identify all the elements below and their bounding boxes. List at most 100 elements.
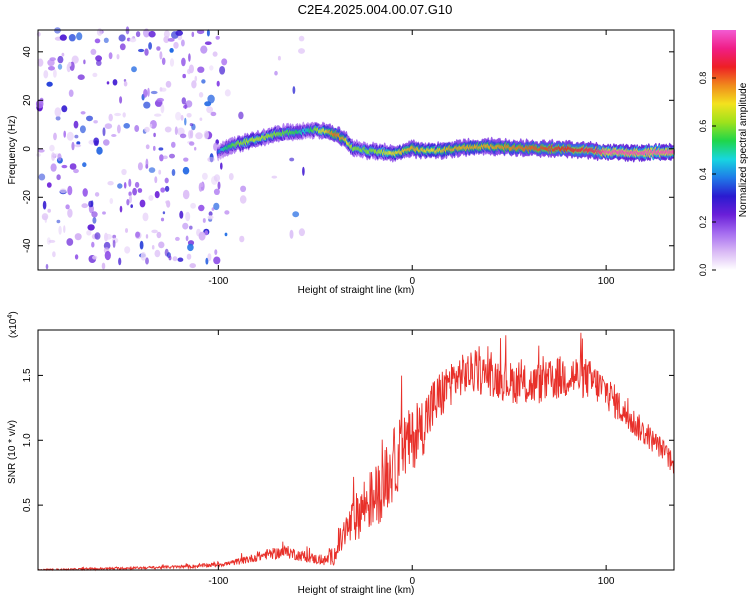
noise-blob	[212, 51, 218, 57]
noise-blob	[74, 144, 82, 148]
noise-blob	[197, 66, 205, 73]
noise-blob	[66, 131, 74, 141]
noise-blob	[77, 74, 85, 80]
noise-blob	[302, 166, 305, 176]
noise-blob	[143, 28, 150, 38]
noise-blob	[55, 116, 61, 121]
noise-blob	[298, 35, 305, 42]
noise-blob	[37, 149, 45, 153]
noise-blob	[153, 145, 156, 151]
noise-blob	[53, 132, 57, 141]
noise-blob	[216, 80, 220, 87]
colorbar-tick-label: 0.8	[698, 72, 708, 85]
noise-blob	[137, 162, 143, 171]
noise-blob	[202, 172, 208, 180]
noise-blob	[74, 134, 79, 139]
noise-blob	[139, 199, 146, 208]
noise-blob	[95, 55, 102, 62]
snr-multiplier: (x104)	[7, 311, 19, 338]
noise-blob	[103, 37, 109, 43]
noise-blob	[124, 246, 131, 254]
noise-blob	[206, 29, 210, 37]
noise-blob	[123, 182, 127, 189]
noise-blob	[96, 28, 103, 36]
noise-blob	[172, 256, 178, 262]
noise-blob	[201, 79, 206, 84]
noise-blob	[107, 181, 114, 186]
noise-blob	[68, 61, 72, 67]
noise-blob	[189, 141, 195, 146]
noise-blob	[202, 218, 206, 223]
noise-blob	[215, 35, 220, 40]
noise-blob	[88, 200, 93, 208]
noise-blob	[292, 86, 296, 95]
x-tick-label: 100	[598, 276, 615, 287]
noise-blob	[131, 66, 137, 73]
snr-y-ticks: 0.5 1.0 1.5	[22, 368, 674, 512]
x-tick-label: 100	[598, 576, 615, 587]
noise-blob	[191, 31, 195, 37]
spectrogram-x-ticks: -100 0 100	[208, 30, 615, 287]
spectrogram-y-ticks: -40 -20 0 20 40	[22, 46, 674, 253]
noise-blob	[185, 211, 191, 222]
noise-blob	[182, 166, 190, 175]
noise-blob	[224, 232, 228, 237]
noise-blob	[150, 90, 158, 95]
noise-blob	[210, 111, 217, 117]
noise-blob	[93, 120, 98, 124]
noise-blob	[240, 185, 247, 192]
figure-title: C2E4.2025.004.00.07.G10	[298, 2, 453, 17]
noise-blob	[213, 202, 220, 211]
noise-blob	[37, 58, 44, 67]
noise-blob	[135, 31, 141, 38]
noise-blob	[67, 208, 73, 218]
noise-blob	[71, 141, 75, 151]
noise-blob	[45, 263, 49, 270]
noise-blob	[207, 156, 215, 163]
noise-blob	[213, 188, 220, 195]
noise-blob	[148, 42, 153, 50]
noise-blob	[148, 195, 154, 201]
noise-blob	[177, 127, 185, 136]
noise-blob	[130, 204, 133, 209]
noise-blob	[187, 243, 194, 252]
noise-blob	[204, 41, 212, 45]
noise-blob	[92, 255, 98, 260]
noise-blob	[114, 112, 122, 117]
noise-blob	[92, 217, 97, 224]
colorbar: 0.0 0.2 0.4 0.6 0.8 Normalized spectral ampl…	[698, 30, 749, 276]
noise-blob	[217, 181, 221, 190]
noise-blob	[119, 43, 126, 51]
noise-blob	[208, 211, 213, 217]
colorbar-tick-label: 0.2	[698, 216, 708, 229]
noise-blob	[145, 234, 149, 239]
noise-blob	[68, 34, 76, 42]
colorbar-tick-label: 0.6	[698, 120, 708, 133]
x-tick-label: -100	[208, 576, 228, 587]
noise-blob	[140, 251, 147, 261]
noise-blob	[135, 231, 141, 238]
noise-blob	[104, 250, 111, 261]
noise-blob	[59, 188, 67, 194]
noise-blob	[91, 211, 98, 218]
noise-blob	[175, 30, 183, 36]
noise-blob	[106, 81, 110, 85]
noise-blob	[158, 169, 162, 175]
snr-y-label: SNR (10 * v/v)	[7, 420, 18, 484]
noise-blob	[274, 70, 278, 76]
noise-blob	[239, 235, 245, 243]
noise-blob	[147, 87, 150, 97]
noise-blob	[122, 112, 126, 118]
colorbar-ticks: 0.0 0.2 0.4 0.6 0.8	[698, 72, 716, 276]
noise-blob	[145, 144, 150, 150]
y-tick-label: 1.5	[22, 368, 33, 382]
noise-blob	[143, 101, 151, 109]
noise-blob	[58, 225, 62, 235]
noise-blob	[87, 224, 95, 231]
noise-blob	[104, 232, 108, 242]
noise-blob	[154, 191, 160, 199]
noise-blob	[220, 162, 223, 170]
noise-blob	[149, 123, 153, 128]
noise-blob	[112, 239, 116, 248]
noise-blob	[207, 215, 214, 220]
